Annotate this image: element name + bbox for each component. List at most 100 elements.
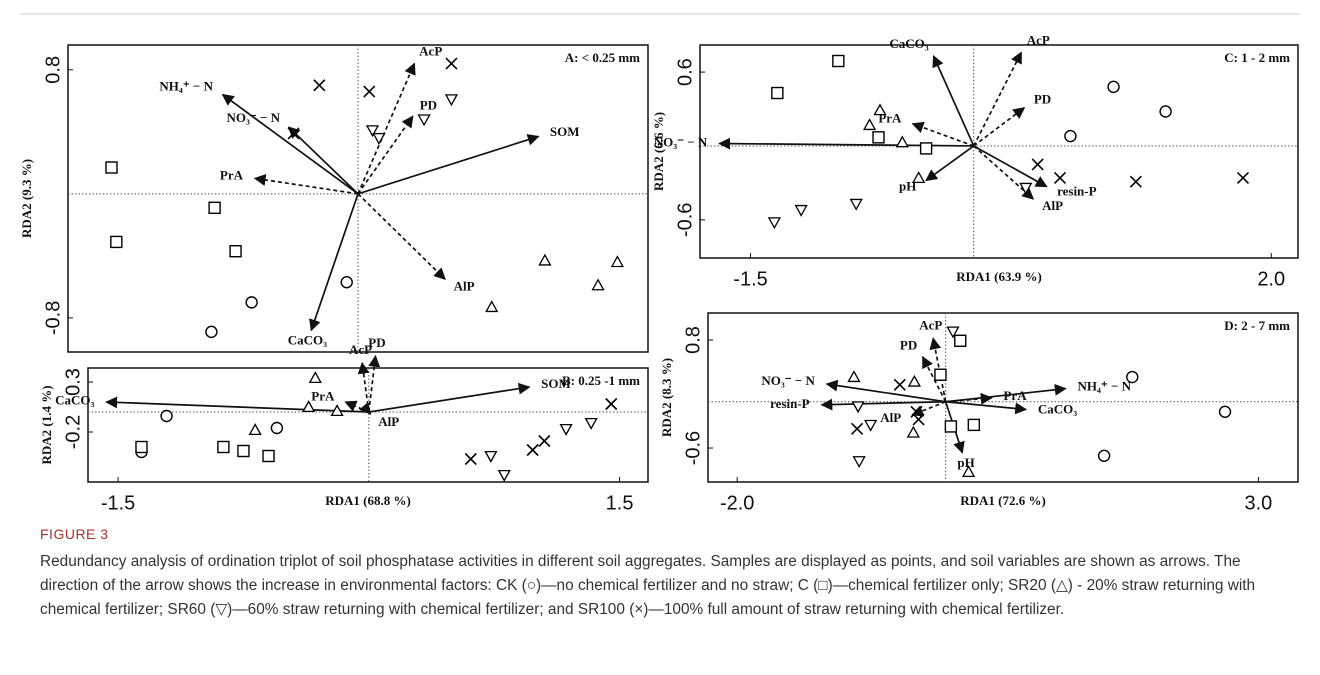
y-tick-label: -0.6: [674, 203, 696, 237]
sample-point: [135, 440, 148, 454]
sample-point: [893, 378, 906, 391]
sample-point: [538, 253, 552, 266]
arrow-label: AlP: [880, 410, 901, 425]
sample-point: [912, 171, 926, 184]
arrow-label: NO₃⁻ − N: [654, 134, 708, 149]
sample-point: [363, 85, 376, 98]
sample-point: [538, 434, 551, 448]
variable-arrow: [911, 121, 975, 147]
sample-point: [919, 142, 933, 155]
sample-point: [872, 131, 885, 144]
sample-point: [851, 401, 865, 414]
arrow-label: resin-P: [770, 396, 810, 411]
sample-point: [217, 440, 230, 454]
variable-arrow: [105, 396, 369, 413]
plot-frame: [707, 312, 1299, 483]
y-tick-label: -0.6: [682, 431, 704, 465]
sample-point: [340, 276, 353, 289]
sample-point: [967, 418, 981, 432]
sample-point: [444, 94, 459, 107]
arrow-label: AlP: [1042, 198, 1063, 213]
sample-point: [906, 425, 920, 438]
x-tick-label: 3.0: [1244, 492, 1272, 514]
y-axis-label: RDA2 (6.6 %): [651, 112, 666, 191]
sample-point: [591, 278, 605, 291]
y-tick-label: 0.3: [62, 368, 84, 396]
sample-point: [1236, 171, 1250, 185]
sample-point: [895, 135, 909, 148]
x-tick-label: -1.5: [733, 268, 767, 290]
sample-point: [1053, 171, 1067, 185]
arrow-label: CaCO₃: [55, 393, 94, 408]
arrow-label: PD: [368, 335, 385, 350]
sample-point: [497, 469, 511, 482]
sample-point: [237, 444, 250, 458]
sample-point: [767, 217, 781, 230]
variable-arrow: [925, 145, 975, 182]
y-tick-label: 0.8: [42, 56, 64, 84]
x-tick-label: -2.0: [720, 492, 754, 514]
sample-point: [1126, 370, 1139, 384]
arrow-label: AlP: [378, 414, 399, 429]
sample-point: [464, 452, 477, 466]
sample-point: [1129, 175, 1142, 188]
sample-point: [1107, 80, 1120, 94]
sample-point: [559, 423, 573, 436]
arrow-label: PrA: [311, 388, 335, 403]
variable-arrow: [368, 382, 531, 413]
arrow-label: NO₃⁻ − N: [761, 373, 815, 388]
x-axis-label: RDA1 (63.9 %): [956, 269, 1042, 284]
sample-point: [1031, 158, 1044, 171]
variable-arrow: [357, 134, 540, 195]
variable-arrow: [357, 193, 446, 280]
y-tick-label: -0.2: [62, 415, 84, 449]
sample-point: [864, 419, 878, 432]
variable-arrow: [972, 51, 1023, 147]
x-axis-label: RDA1 (72.6 %): [960, 493, 1046, 508]
figure-caption: Redundancy analysis of ordination triplo…: [40, 553, 1256, 618]
variable-arrow: [820, 398, 946, 411]
arrow-label: AcP: [1027, 33, 1050, 48]
sample-point: [794, 204, 808, 217]
sample-point: [1159, 105, 1172, 118]
sample-point: [248, 423, 262, 436]
sample-point: [873, 103, 887, 116]
arrow-label: pH: [899, 178, 916, 193]
arrow-label: PD: [900, 337, 917, 352]
arrow-label: AcP: [349, 342, 372, 357]
sample-point: [850, 422, 864, 435]
variable-arrow: [945, 400, 1028, 415]
sample-point: [771, 86, 784, 100]
variable-arrow: [344, 400, 370, 413]
sample-point: [1097, 449, 1111, 462]
sample-point: [910, 405, 923, 418]
sample-point: [445, 57, 458, 70]
sample-point: [946, 326, 960, 339]
sample-point: [907, 374, 922, 387]
sample-point: [365, 125, 380, 138]
x-tick-label: 2.0: [1257, 268, 1285, 290]
sample-point: [313, 79, 326, 92]
variable-arrow: [945, 383, 1067, 403]
variable-arrow: [932, 54, 975, 147]
sample-point: [245, 296, 258, 309]
arrow-label: PrA: [1003, 388, 1027, 403]
sample-point: [262, 449, 275, 463]
x-axis-label: RDA1 (68.8 %): [325, 493, 411, 508]
arrow-label: NO₃⁻ − N: [227, 110, 281, 125]
variable-arrow: [359, 401, 372, 415]
sample-point: [584, 417, 598, 430]
sample-point: [417, 114, 431, 127]
sample-point: [605, 397, 618, 411]
y-tick-label: 0.6: [674, 58, 696, 86]
sample-point: [849, 198, 863, 211]
variable-arrow: [367, 354, 381, 413]
variable-arrow: [973, 107, 1026, 147]
sample-point: [526, 443, 539, 457]
x-tick-label: -1.5: [101, 492, 135, 514]
sample-point: [954, 334, 967, 347]
variable-arrow: [929, 337, 947, 402]
figure: A: < 0.25 mm -0.8 0.8 RDA2 (9.3 %) NH₄⁺ − N N…: [19, 13, 1300, 514]
y-axis-label: RDA2 (1.4 %): [39, 385, 54, 464]
